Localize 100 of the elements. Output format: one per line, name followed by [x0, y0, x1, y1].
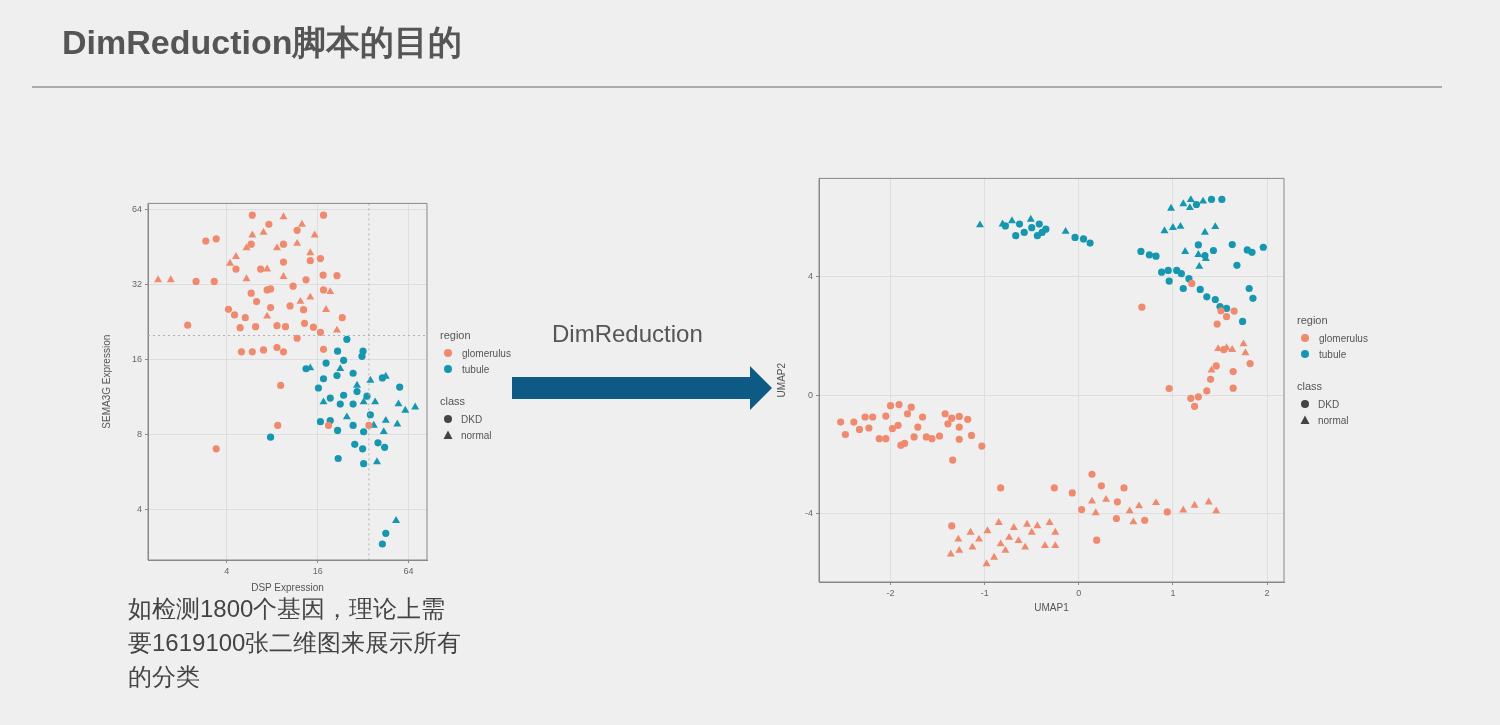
x-tick-label: 4 [224, 565, 230, 576]
text: class [1297, 380, 1324, 392]
point [1071, 233, 1079, 242]
point [1249, 294, 1257, 302]
point [975, 534, 983, 542]
y-tick-label: 0 [807, 389, 813, 400]
point [1160, 226, 1169, 234]
text: DKD [1318, 398, 1340, 410]
text: normal [1318, 414, 1349, 426]
point [1001, 545, 1010, 553]
legend-label: glomerulus [1319, 332, 1368, 344]
point [1245, 284, 1253, 293]
point [975, 220, 984, 228]
y-axis-title: UMAP2 [775, 362, 787, 398]
point [1152, 498, 1160, 506]
y-tick-label: 16 [131, 354, 142, 365]
point [1051, 541, 1060, 549]
chart-title: DimReduction脚本的目的 [62, 22, 463, 63]
point [1212, 506, 1221, 514]
point [1023, 519, 1032, 527]
point [1027, 527, 1036, 535]
point [1033, 521, 1042, 529]
x-tick-label: 16 [312, 565, 323, 576]
point [1222, 304, 1231, 312]
point [1005, 532, 1014, 540]
x-tick-label: -2 [886, 587, 895, 598]
point [1241, 348, 1250, 356]
x-tick-label: 64 [403, 565, 414, 576]
x-tick-label: 2 [1264, 587, 1270, 598]
point [1015, 220, 1024, 228]
point [1021, 542, 1030, 550]
x-tick-label: 1 [1170, 587, 1176, 598]
point [1007, 216, 1016, 224]
point [1239, 339, 1248, 347]
point [1135, 501, 1144, 509]
point [1200, 227, 1209, 235]
point [1012, 232, 1020, 240]
point [1042, 225, 1050, 233]
x-axis-title: UMAP1 [1034, 601, 1070, 613]
point [1087, 496, 1096, 504]
text: DKD [461, 413, 483, 425]
legend-label: tubule [1319, 348, 1347, 360]
y-tick-label: 4 [807, 270, 813, 281]
y-tick-label: -4 [804, 508, 813, 519]
point [1040, 541, 1049, 549]
legend-label: glomerulus [462, 347, 511, 359]
x-tick-label: 0 [1076, 587, 1082, 598]
legend-title: region [1297, 314, 1329, 326]
point [1051, 527, 1060, 535]
point [1026, 214, 1035, 222]
point [1207, 195, 1216, 204]
y-tick-label: 4 [136, 503, 142, 514]
point [968, 542, 977, 550]
text: normal [461, 429, 492, 441]
legend-label: tubule [462, 363, 490, 375]
point [1091, 508, 1100, 516]
point [1181, 247, 1190, 254]
point [1233, 261, 1241, 269]
point [1177, 270, 1185, 278]
point [1211, 295, 1219, 304]
point [1167, 203, 1176, 211]
point [1158, 268, 1166, 276]
point [1179, 284, 1187, 293]
point [1218, 195, 1226, 204]
point [1228, 240, 1236, 249]
point [1192, 200, 1201, 209]
point [1079, 235, 1088, 243]
point [1209, 246, 1217, 255]
point [1164, 266, 1172, 274]
y-axis-title: SEMA3G Expression [100, 334, 112, 429]
point [1129, 517, 1138, 525]
point [1020, 228, 1028, 237]
text: class [440, 395, 467, 407]
y-tick-label: 32 [131, 279, 142, 290]
point [1194, 250, 1203, 257]
point [1203, 293, 1211, 301]
point [954, 534, 963, 542]
point [1137, 247, 1145, 255]
point [1199, 196, 1208, 204]
point [1102, 494, 1111, 502]
point [1238, 317, 1247, 326]
point [1152, 252, 1160, 260]
point [1165, 277, 1173, 285]
text: 如检测1800个基因，理论上需要1619100张二维图来展示所有的分类 [128, 594, 463, 693]
x-tick-label: -1 [980, 587, 989, 598]
point [1009, 523, 1018, 530]
point [1168, 223, 1177, 230]
point [994, 518, 1003, 525]
point [1259, 243, 1267, 251]
point [1195, 261, 1204, 269]
point [1014, 536, 1023, 544]
x-axis-title: DSP Expression [251, 581, 324, 593]
point [990, 552, 999, 560]
point [1179, 199, 1188, 207]
point [1211, 222, 1220, 230]
point [1186, 195, 1195, 203]
point [982, 559, 991, 567]
point [1035, 220, 1043, 228]
y-tick-label: 8 [136, 428, 142, 439]
point [1045, 518, 1054, 525]
